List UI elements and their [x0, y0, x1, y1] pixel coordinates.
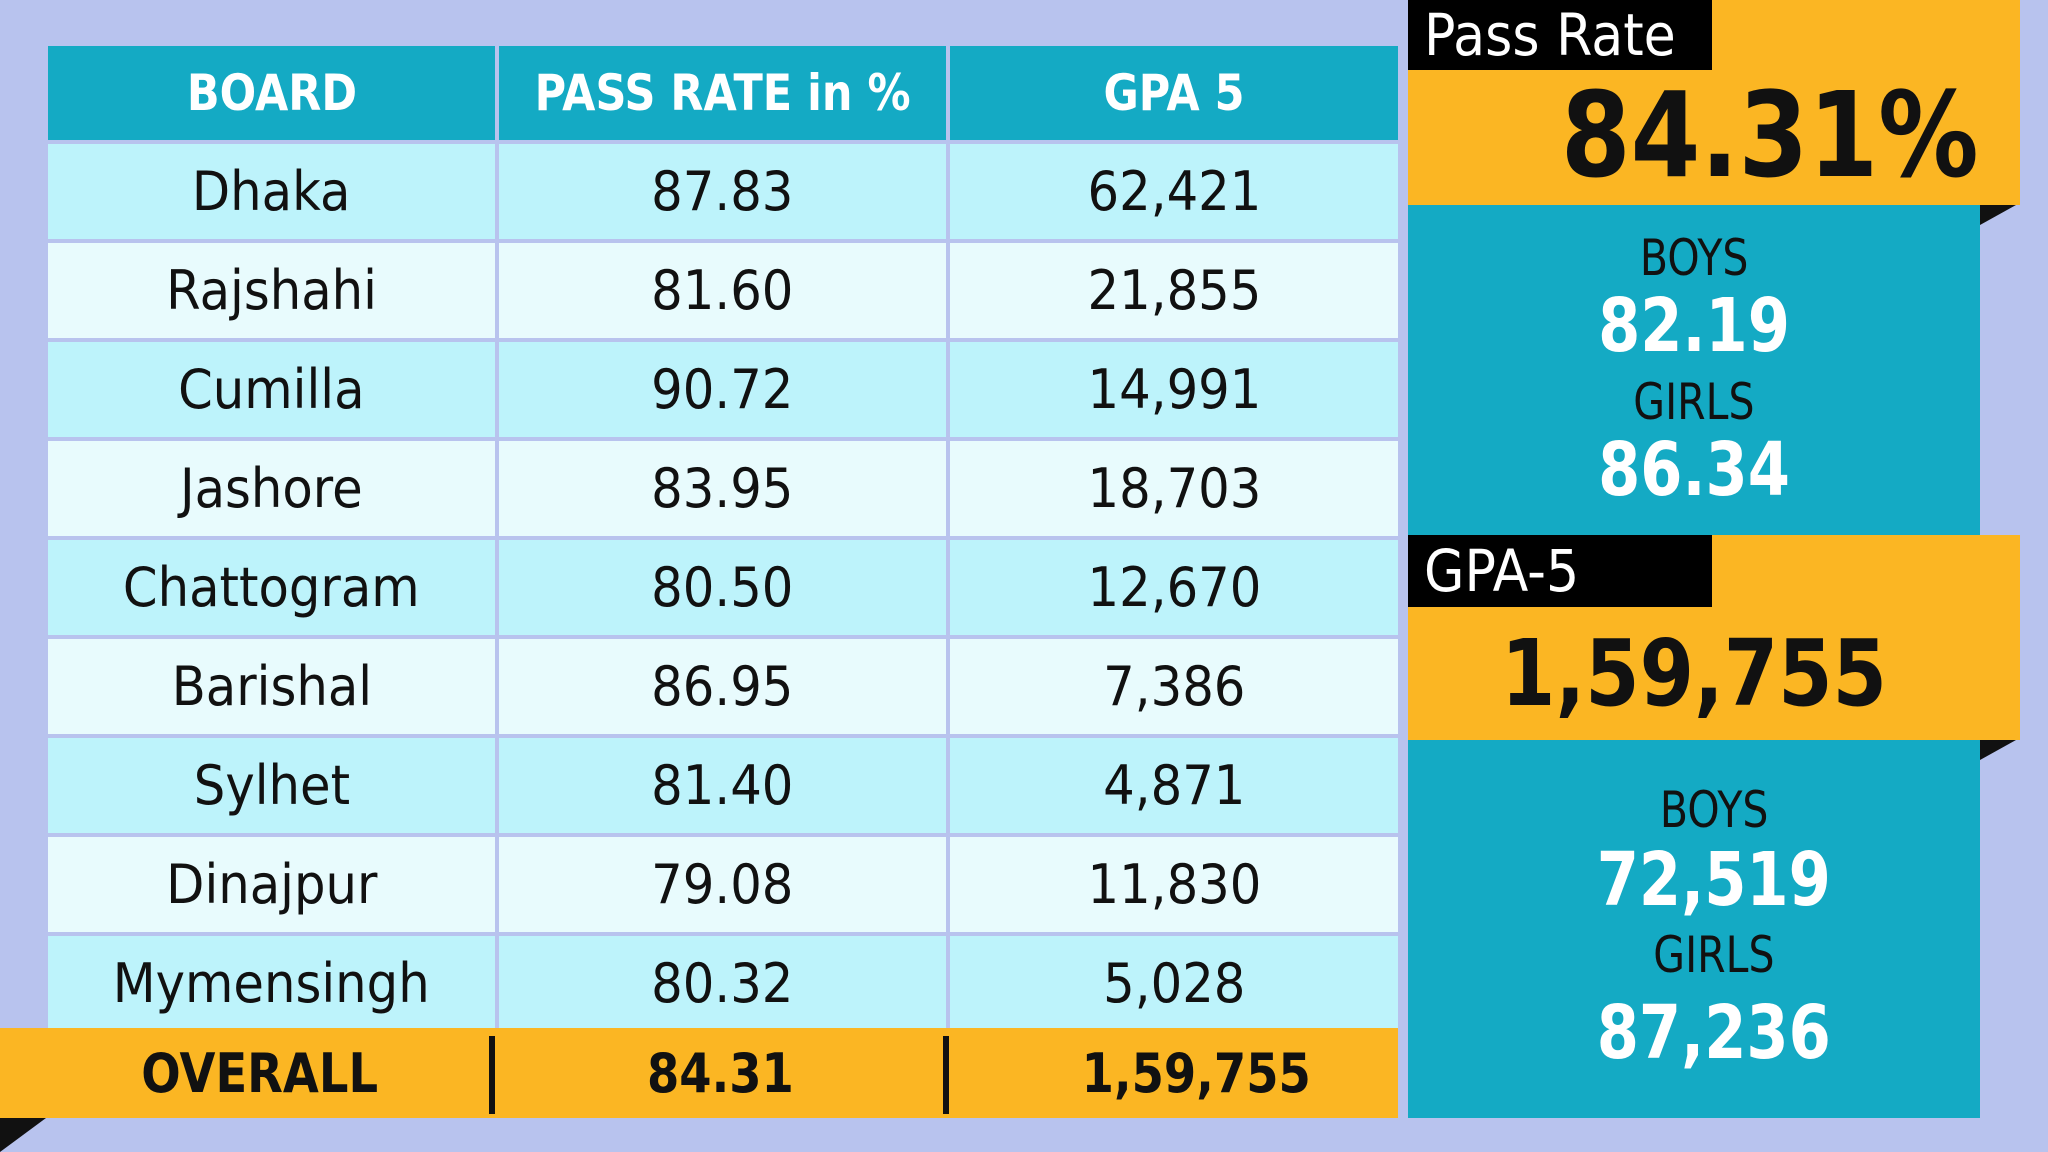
gpa5-cell-text: 14,991	[1087, 358, 1261, 421]
gpa5-cell: 12,670	[946, 536, 1402, 639]
pass-rate-cell-text: 90.72	[651, 358, 794, 421]
table-row: Cumilla 90.72 14,991	[44, 338, 1402, 441]
board-cell: Chattogram	[44, 536, 499, 639]
pass-rate-cell: 83.95	[495, 437, 950, 540]
corner-fold-decoration	[0, 1118, 46, 1152]
board-cell: Sylhet	[44, 734, 499, 837]
gpa5-girls-value: 87,236	[1596, 990, 1832, 1076]
gpa5-cell: 18,703	[946, 437, 1402, 540]
pass-rate-tag: Pass Rate	[1408, 0, 1712, 70]
board-cell: Rajshahi	[44, 239, 499, 342]
board-cell: Barishal	[44, 635, 499, 738]
fold-decoration	[1980, 205, 2016, 225]
table-body: Dhaka 87.83 62,421 Rajshahi 81.60 21,855 Cumil…	[44, 140, 1402, 1035]
pass-rate-cell: 80.50	[495, 536, 950, 639]
fold-decoration	[1980, 740, 2016, 760]
gpa5-cell-text: 7,386	[1102, 655, 1246, 718]
overall-gpa5: 1,59,755	[1081, 1041, 1311, 1105]
gpa5-cell: 14,991	[946, 338, 1402, 441]
gpa5-tag: GPA-5	[1408, 535, 1712, 607]
gpa5-cell: 5,028	[946, 932, 1402, 1035]
gpa5-cell: 62,421	[946, 140, 1402, 243]
board-cell-text: Dinajpur	[165, 853, 378, 916]
gpa5-girls-label: GIRLS	[1653, 926, 1775, 984]
gpa5-cell-text: 5,028	[1102, 952, 1246, 1015]
board-cell: Mymensingh	[44, 932, 499, 1035]
pass-rate-girls-label: GIRLS	[1633, 373, 1755, 431]
overall-label: OVERALL	[141, 1041, 378, 1105]
overall-pass-rate-value: 84.31%	[1561, 66, 1979, 204]
gpa5-cell-text: 18,703	[1087, 457, 1261, 520]
table-row: Dhaka 87.83 62,421	[44, 140, 1402, 243]
gpa5-cell-text: 12,670	[1087, 556, 1261, 619]
gpa5-cell-text: 21,855	[1087, 259, 1261, 322]
pass-rate-boys-label: BOYS	[1639, 229, 1749, 287]
gpa5-cell: 21,855	[946, 239, 1402, 342]
pass-rate-cell: 86.95	[495, 635, 950, 738]
overall-row: OVERALL 84.31 1,59,755	[0, 1028, 1398, 1118]
board-cell-text: Barishal	[171, 655, 372, 718]
pass-rate-cell-text: 81.60	[651, 259, 794, 322]
overall-pass-rate: 84.31	[647, 1041, 794, 1105]
header-pass-rate: PASS RATE in %	[495, 46, 950, 144]
pass-rate-cell: 80.32	[495, 932, 950, 1035]
pass-rate-cell: 87.83	[495, 140, 950, 243]
board-cell: Dhaka	[44, 140, 499, 243]
table-header-row: BOARD PASS RATE in % GPA 5	[44, 46, 1402, 144]
pass-rate-cell-text: 80.50	[651, 556, 794, 619]
gpa5-cell: 7,386	[946, 635, 1402, 738]
pass-rate-gender-box	[1408, 205, 1980, 535]
pass-rate-boys-value: 82.19	[1598, 283, 1790, 369]
pass-rate-cell: 90.72	[495, 338, 950, 441]
pass-rate-cell-text: 79.08	[651, 853, 794, 916]
board-cell-text: Jashore	[180, 457, 363, 520]
board-cell: Dinajpur	[44, 833, 499, 936]
board-cell-text: Rajshahi	[166, 259, 377, 322]
gpa5-cell-text: 4,871	[1102, 754, 1246, 817]
board-cell-text: Dhaka	[192, 160, 351, 223]
gpa5-boys-value: 72,519	[1596, 837, 1832, 923]
board-cell-text: Chattogram	[123, 556, 420, 619]
gpa5-cell-text: 62,421	[1087, 160, 1261, 223]
gpa5-cell: 11,830	[946, 833, 1402, 936]
pass-rate-cell-text: 80.32	[651, 952, 794, 1015]
overall-divider	[943, 1036, 949, 1114]
table-row: Dinajpur 79.08 11,830	[44, 833, 1402, 936]
pass-rate-cell-text: 83.95	[651, 457, 794, 520]
pass-rate-girls-value: 86.34	[1598, 427, 1790, 513]
pass-rate-cell-text: 86.95	[651, 655, 794, 718]
table-row: Jashore 83.95 18,703	[44, 437, 1402, 540]
header-board: BOARD	[44, 46, 499, 144]
pass-rate-cell-text: 81.40	[651, 754, 794, 817]
table-row: Barishal 86.95 7,386	[44, 635, 1402, 738]
overall-gpa5-value: 1,59,755	[1501, 620, 1887, 727]
results-table-wrap: BOARD PASS RATE in % GPA 5 Dhaka 87.83 62,…	[44, 46, 1402, 1035]
gpa5-gender-box	[1408, 740, 1980, 1118]
board-cell: Jashore	[44, 437, 499, 540]
gpa5-cell-text: 11,830	[1087, 853, 1261, 916]
board-cell-text: Sylhet	[193, 754, 350, 817]
pass-rate-cell: 81.60	[495, 239, 950, 342]
board-cell: Cumilla	[44, 338, 499, 441]
gpa5-cell: 4,871	[946, 734, 1402, 837]
pass-rate-cell-text: 87.83	[651, 160, 794, 223]
pass-rate-cell: 81.40	[495, 734, 950, 837]
table-row: Rajshahi 81.60 21,855	[44, 239, 1402, 342]
table-row: Chattogram 80.50 12,670	[44, 536, 1402, 639]
pass-rate-cell: 79.08	[495, 833, 950, 936]
results-table: BOARD PASS RATE in % GPA 5 Dhaka 87.83 62,…	[44, 46, 1402, 1035]
board-cell-text: Mymensingh	[113, 952, 430, 1015]
table-row: Sylhet 81.40 4,871	[44, 734, 1402, 837]
table-row: Mymensingh 80.32 5,028	[44, 932, 1402, 1035]
gpa5-boys-label: BOYS	[1659, 781, 1769, 839]
overall-divider	[489, 1036, 495, 1114]
header-gpa5: GPA 5	[946, 46, 1402, 144]
board-cell-text: Cumilla	[178, 358, 365, 421]
